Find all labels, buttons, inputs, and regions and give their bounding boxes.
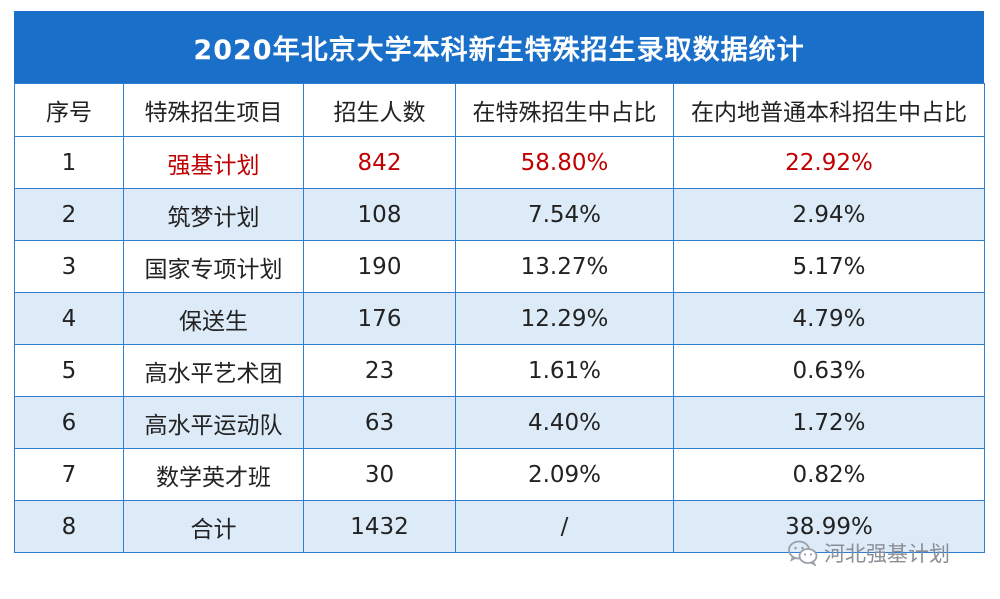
cell-count: 1432: [303, 500, 456, 553]
cell-seq: 8: [14, 500, 124, 553]
cell-project: 高水平运动队: [123, 396, 304, 449]
cell-project: 数学英才班: [123, 448, 304, 501]
table-header-row: 序号 特殊招生项目 招生人数 在特殊招生中占比 在内地普通本科招生中占比: [14, 83, 985, 137]
stats-table-container: 2020年北京大学本科新生特殊招生录取数据统计 序号 特殊招生项目 招生人数 在…: [14, 11, 985, 553]
cell-count: 176: [303, 292, 456, 345]
cell-special-share: 13.27%: [455, 240, 674, 293]
wechat-icon: [788, 540, 818, 566]
cell-special-share: 12.29%: [455, 292, 674, 345]
cell-project: 筑梦计划: [123, 188, 304, 241]
table-row: 1 强基计划 842 58.80% 22.92%: [14, 136, 985, 189]
table-row: 8 合计 1432 / 38.99%: [14, 500, 985, 553]
watermark-text: 河北强基计划: [824, 542, 950, 566]
cell-project: 强基计划: [123, 136, 304, 189]
table-row: 3 国家专项计划 190 13.27% 5.17%: [14, 240, 985, 293]
cell-count: 30: [303, 448, 456, 501]
cell-general-share: 0.82%: [673, 448, 985, 501]
cell-seq: 3: [14, 240, 124, 293]
header-project: 特殊招生项目: [123, 83, 304, 137]
cell-special-share: /: [455, 500, 674, 553]
cell-general-share: 4.79%: [673, 292, 985, 345]
header-special-share: 在特殊招生中占比: [455, 83, 674, 137]
cell-project: 合计: [123, 500, 304, 553]
cell-count: 63: [303, 396, 456, 449]
cell-seq: 6: [14, 396, 124, 449]
table-row: 7 数学英才班 30 2.09% 0.82%: [14, 448, 985, 501]
cell-general-share: 0.63%: [673, 344, 985, 397]
cell-general-share: 38.99%: [673, 500, 985, 553]
cell-seq: 5: [14, 344, 124, 397]
table-row: 5 高水平艺术团 23 1.61% 0.63%: [14, 344, 985, 397]
stats-table: 序号 特殊招生项目 招生人数 在特殊招生中占比 在内地普通本科招生中占比 1 强…: [14, 83, 985, 553]
header-count: 招生人数: [303, 83, 456, 137]
cell-general-share: 5.17%: [673, 240, 985, 293]
cell-seq: 4: [14, 292, 124, 345]
cell-special-share: 1.61%: [455, 344, 674, 397]
table-title: 2020年北京大学本科新生特殊招生录取数据统计: [14, 11, 984, 83]
cell-seq: 1: [14, 136, 124, 189]
cell-count: 842: [303, 136, 456, 189]
cell-special-share: 2.09%: [455, 448, 674, 501]
cell-special-share: 4.40%: [455, 396, 674, 449]
cell-project: 保送生: [123, 292, 304, 345]
header-seq: 序号: [14, 83, 124, 137]
table-row: 6 高水平运动队 63 4.40% 1.72%: [14, 396, 985, 449]
cell-count: 190: [303, 240, 456, 293]
cell-general-share: 2.94%: [673, 188, 985, 241]
cell-general-share: 1.72%: [673, 396, 985, 449]
cell-count: 23: [303, 344, 456, 397]
cell-count: 108: [303, 188, 456, 241]
cell-project: 国家专项计划: [123, 240, 304, 293]
table-row: 2 筑梦计划 108 7.54% 2.94%: [14, 188, 985, 241]
table-row: 4 保送生 176 12.29% 4.79%: [14, 292, 985, 345]
cell-special-share: 58.80%: [455, 136, 674, 189]
watermark: 河北强基计划: [788, 538, 950, 568]
cell-seq: 2: [14, 188, 124, 241]
header-general-share: 在内地普通本科招生中占比: [673, 83, 985, 137]
cell-seq: 7: [14, 448, 124, 501]
cell-general-share: 22.92%: [673, 136, 985, 189]
cell-special-share: 7.54%: [455, 188, 674, 241]
cell-project: 高水平艺术团: [123, 344, 304, 397]
